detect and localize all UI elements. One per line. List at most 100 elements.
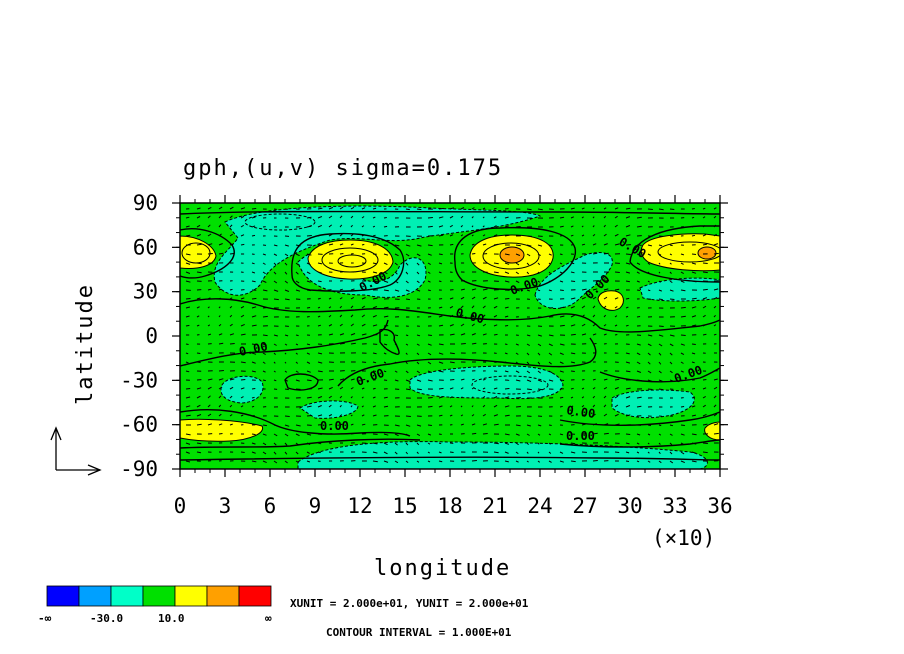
wind-vector [592, 460, 598, 462]
wind-vector [471, 288, 477, 291]
wind-vector [284, 433, 289, 437]
wind-vector [339, 404, 342, 408]
wind-vector [405, 253, 410, 257]
wind-vector [383, 460, 389, 463]
wind-vector [680, 262, 684, 265]
wind-vector [262, 253, 266, 256]
wind-vector [339, 314, 343, 318]
wind-vector [471, 432, 477, 435]
wind-vector [658, 451, 661, 455]
wind-vector [559, 370, 564, 373]
wind-vector [636, 262, 641, 265]
wind-vector [394, 442, 398, 446]
wind-vector [240, 234, 245, 237]
wind-vector [614, 423, 620, 426]
wind-vector [625, 451, 630, 454]
wind-vector [273, 289, 279, 292]
wind-vector [427, 244, 433, 247]
wind-vector [504, 315, 509, 318]
contour-line [454, 226, 576, 291]
wind-vector [713, 324, 717, 327]
wind-vector [471, 314, 475, 318]
contour-line [180, 438, 421, 449]
x-tick-label: 18 [437, 494, 462, 518]
wind-vector [438, 324, 444, 327]
wind-vector [449, 333, 455, 336]
wind-vector [691, 324, 697, 327]
wind-vector [185, 343, 189, 345]
wind-vector [262, 280, 267, 283]
wind-vector [372, 234, 376, 237]
wind-vector [339, 253, 344, 255]
wind-vector [295, 343, 299, 346]
wind-vector [229, 288, 233, 291]
wind-vector [262, 343, 267, 346]
contour-line [180, 456, 720, 461]
wind-vector [471, 333, 476, 336]
wind-vector [515, 226, 521, 228]
peak-region [499, 246, 525, 264]
wind-vector [438, 343, 444, 346]
wind-vector [361, 225, 365, 228]
wind-vector [339, 333, 345, 336]
wind-vector [702, 243, 708, 246]
wind-vector [405, 208, 410, 211]
wind-vector [306, 379, 312, 382]
wind-vector [416, 208, 422, 211]
wind-vector [427, 352, 432, 356]
wind-vector [592, 423, 597, 426]
wind-vector [504, 325, 509, 327]
wind-vector [669, 370, 673, 374]
wind-vector [460, 414, 464, 417]
contour-line [629, 225, 720, 263]
wind-vector [713, 252, 719, 255]
wind-vector [592, 252, 598, 255]
wind-vector [372, 314, 377, 318]
wind-vector [614, 233, 619, 237]
wind-vector [328, 378, 334, 381]
wind-vector [526, 361, 530, 365]
wind-vector [427, 370, 432, 374]
wind-vector [581, 396, 585, 399]
wind-vector [416, 361, 420, 365]
wind-vector [295, 334, 299, 337]
wind-vector [460, 343, 466, 345]
wind-vector [218, 378, 224, 381]
x-tick-label: 3 [219, 494, 232, 518]
wind-vector [185, 216, 190, 219]
wind-vector [273, 451, 277, 455]
wind-vector [196, 324, 200, 327]
wind-vector [460, 234, 464, 237]
wind-vector [317, 352, 323, 355]
x-axis-label: longitude [374, 556, 511, 581]
wind-vector [559, 460, 564, 463]
wind-vector [295, 244, 301, 247]
wind-vector [372, 405, 376, 408]
wind-vector [240, 314, 245, 318]
colorbar-block [206, 585, 240, 607]
wind-vector [317, 297, 321, 300]
wind-vector [493, 423, 499, 426]
wind-vector [262, 307, 268, 309]
wind-vector [185, 396, 191, 399]
wind-vector [306, 262, 311, 266]
wind-vector [471, 296, 476, 300]
wind-vector [460, 378, 465, 381]
wind-vector [515, 406, 521, 408]
wind-vector [394, 262, 398, 266]
wind-vector [515, 442, 519, 446]
wind-vector [647, 424, 652, 427]
wind-vector [702, 379, 707, 381]
wind-vector [262, 271, 266, 275]
wind-vector [185, 262, 191, 265]
wind-vector [405, 298, 410, 301]
wind-vector [482, 396, 486, 399]
wind-vector [284, 298, 290, 301]
wind-vector [229, 378, 235, 381]
wind-vector [691, 253, 697, 255]
wind-vector [361, 423, 366, 426]
wind-vector [273, 379, 277, 382]
wind-vector [493, 451, 499, 454]
wind-vector [317, 306, 321, 309]
wind-vector [526, 208, 532, 211]
